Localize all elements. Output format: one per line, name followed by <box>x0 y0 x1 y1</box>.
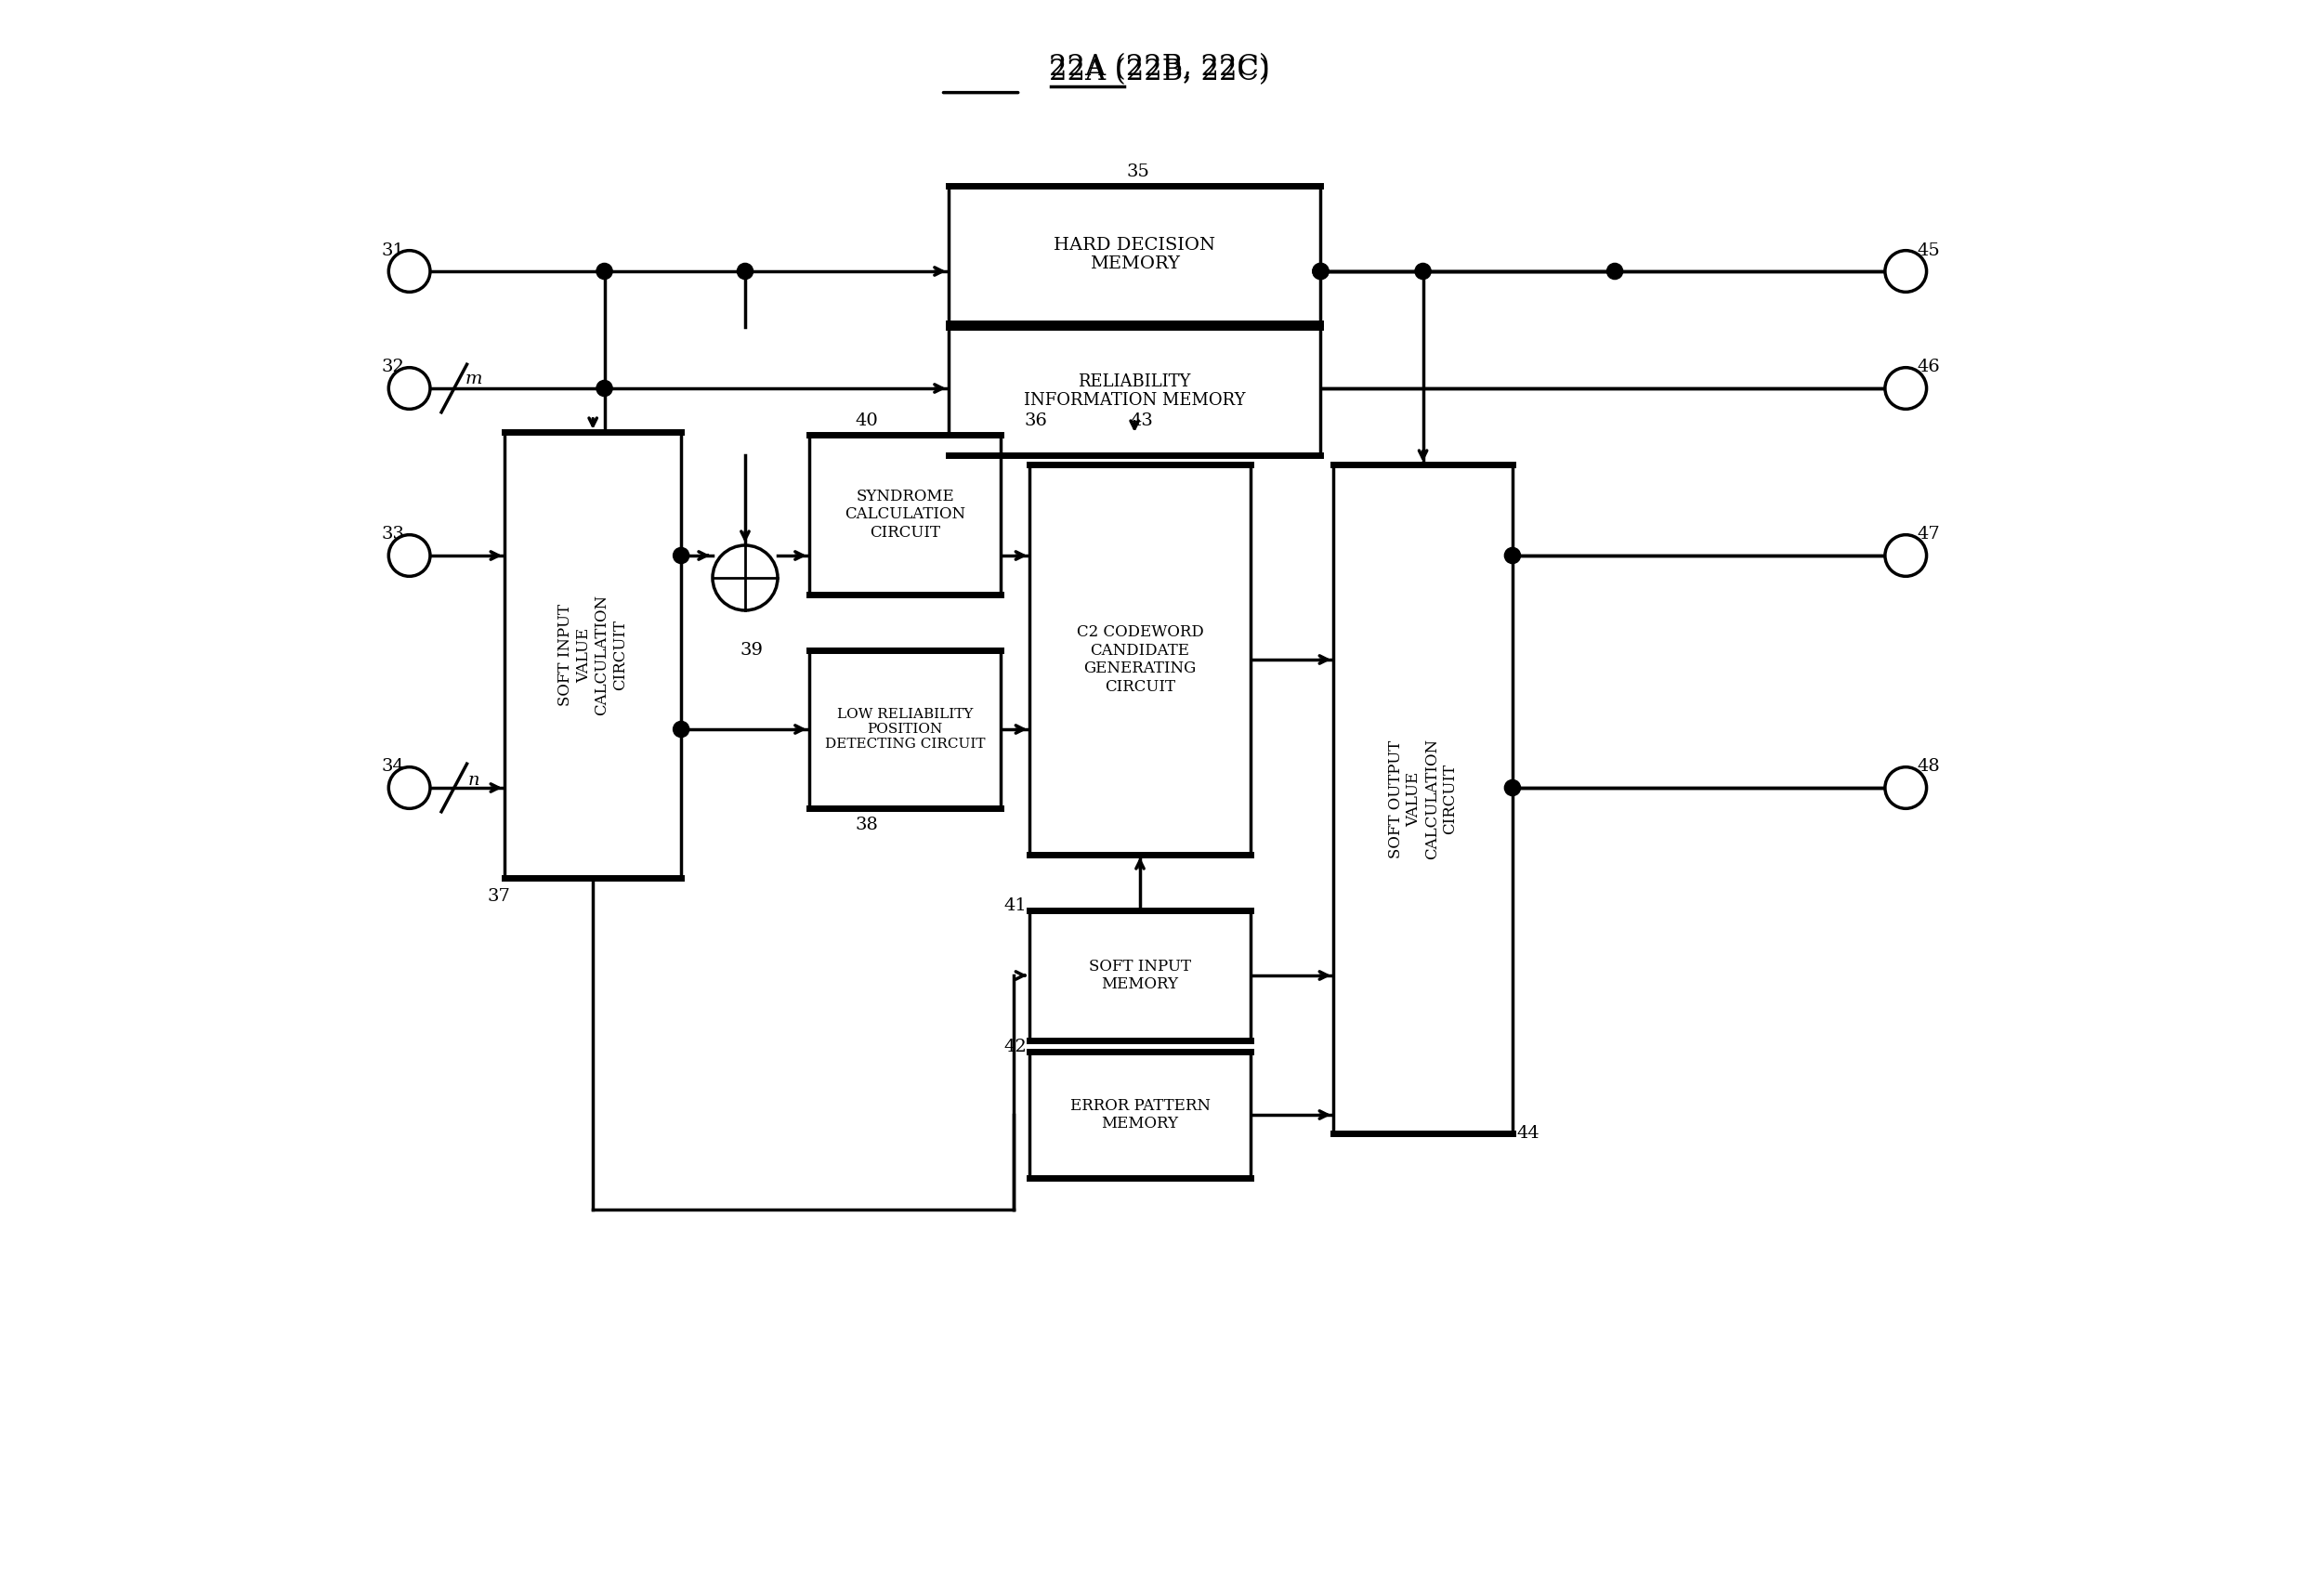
Text: 42: 42 <box>1004 1039 1027 1055</box>
Text: 34: 34 <box>383 758 406 774</box>
Text: SOFT INPUT
VALUE
CALCULATION
CIRCUIT: SOFT INPUT VALUE CALCULATION CIRCUIT <box>557 594 628 715</box>
Circle shape <box>390 251 429 292</box>
Circle shape <box>1885 768 1927 809</box>
Text: 38: 38 <box>856 817 879 833</box>
Text: SYNDROME
CALCULATION
CIRCUIT: SYNDROME CALCULATION CIRCUIT <box>844 488 965 541</box>
Text: SOFT OUTPUT
VALUE
CALCULATION
CIRCUIT: SOFT OUTPUT VALUE CALCULATION CIRCUIT <box>1387 739 1459 859</box>
Text: 45: 45 <box>1918 243 1939 259</box>
Text: 43: 43 <box>1129 412 1153 429</box>
Circle shape <box>390 367 429 409</box>
Text: 44: 44 <box>1517 1125 1540 1141</box>
Text: 40: 40 <box>856 412 879 429</box>
Circle shape <box>1313 263 1329 279</box>
Text: 48: 48 <box>1918 758 1939 774</box>
Circle shape <box>1505 780 1521 796</box>
Circle shape <box>673 721 689 737</box>
Text: 31: 31 <box>383 243 406 259</box>
Text: 22A (22B, 22C): 22A (22B, 22C) <box>1048 57 1271 86</box>
Circle shape <box>1885 535 1927 576</box>
Circle shape <box>390 535 429 576</box>
Circle shape <box>673 547 689 563</box>
Circle shape <box>1505 547 1521 563</box>
Text: n: n <box>468 772 480 788</box>
Circle shape <box>390 768 429 809</box>
Circle shape <box>1607 263 1623 279</box>
Text: 35: 35 <box>1127 163 1150 180</box>
Bar <box>506 433 682 878</box>
Bar <box>1030 464 1250 855</box>
Text: 33: 33 <box>383 525 406 543</box>
Text: ERROR PATTERN
MEMORY: ERROR PATTERN MEMORY <box>1069 1098 1211 1132</box>
Circle shape <box>1313 263 1329 279</box>
Bar <box>948 185 1320 324</box>
Circle shape <box>596 263 612 279</box>
Text: C2 CODEWORD
CANDIDATE
GENERATING
CIRCUIT: C2 CODEWORD CANDIDATE GENERATING CIRCUIT <box>1076 624 1204 694</box>
Text: RELIABILITY
INFORMATION MEMORY: RELIABILITY INFORMATION MEMORY <box>1023 373 1245 409</box>
Text: 37: 37 <box>487 887 510 905</box>
Bar <box>809 434 1002 595</box>
Circle shape <box>1885 367 1927 409</box>
Text: 36: 36 <box>1025 412 1048 429</box>
Text: 46: 46 <box>1918 359 1939 375</box>
Text: 22A (22B, 22C): 22A (22B, 22C) <box>1048 53 1271 81</box>
Text: 32: 32 <box>383 359 406 375</box>
Bar <box>1333 464 1512 1133</box>
Text: SOFT INPUT
MEMORY: SOFT INPUT MEMORY <box>1090 959 1192 993</box>
Circle shape <box>737 263 754 279</box>
Circle shape <box>596 380 612 396</box>
Text: m: m <box>464 370 482 388</box>
Circle shape <box>1415 263 1431 279</box>
Circle shape <box>712 546 777 610</box>
Text: LOW RELIABILITY
POSITION
DETECTING CIRCUIT: LOW RELIABILITY POSITION DETECTING CIRCU… <box>826 707 986 750</box>
Bar <box>1030 910 1250 1041</box>
Bar <box>948 327 1320 455</box>
Text: 47: 47 <box>1918 525 1939 543</box>
Text: 39: 39 <box>740 642 763 659</box>
Text: 41: 41 <box>1004 897 1027 915</box>
Bar <box>1030 1052 1250 1178</box>
Text: HARD DECISION
MEMORY: HARD DECISION MEMORY <box>1053 236 1215 273</box>
Bar <box>809 650 1002 808</box>
Circle shape <box>1885 251 1927 292</box>
